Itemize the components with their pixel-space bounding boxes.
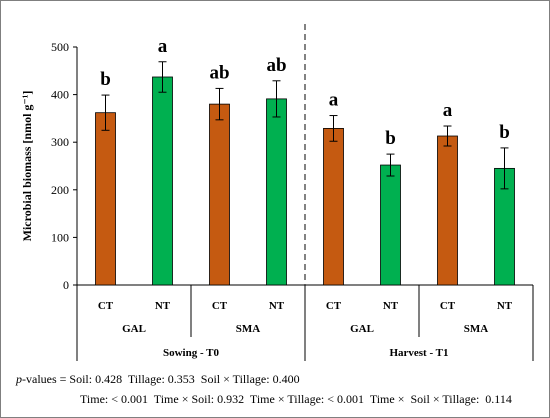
x-group-label-period: Sowing - T0 bbox=[163, 347, 220, 359]
significance-letter: b bbox=[100, 69, 111, 90]
x-group-label-site: GAL bbox=[122, 323, 146, 335]
bar bbox=[380, 164, 401, 286]
bar bbox=[95, 112, 116, 286]
y-tick-label: 0 bbox=[63, 278, 69, 292]
y-tick-label: 200 bbox=[51, 183, 69, 197]
y-tick-label: 100 bbox=[51, 230, 69, 244]
x-group-label-period: Harvest - T1 bbox=[389, 347, 448, 359]
p-values-line-2: Time: < 0.001 Time × Soil: 0.932 Time × … bbox=[16, 389, 512, 409]
y-tick-label: 500 bbox=[51, 40, 69, 54]
y-axis-title: Microbial biomass [nmol g⁻¹] bbox=[20, 91, 34, 242]
x-tick-label-tillage: CT bbox=[212, 300, 228, 312]
y-tick-label: 300 bbox=[51, 135, 69, 149]
significance-letter: a bbox=[443, 100, 453, 121]
x-group-label-site: GAL bbox=[350, 323, 374, 335]
significance-letter: a bbox=[158, 36, 168, 57]
x-tick-label-tillage: NT bbox=[383, 300, 399, 312]
x-group-label-site: SMA bbox=[464, 323, 489, 335]
p-values-p-label: p bbox=[16, 372, 22, 386]
bar bbox=[266, 98, 287, 286]
p-values-line-1: p-values = Soil: 0.428 Tillage: 0.353 So… bbox=[16, 369, 512, 389]
bar bbox=[209, 103, 230, 286]
bar bbox=[323, 127, 344, 286]
p-values-main-effects: Soil: 0.428 Tillage: 0.353 Soil × Tillag… bbox=[69, 372, 300, 386]
bar-chart: 0 100 200 300 400 500 Microbial biomass [nmol … bbox=[20, 24, 534, 361]
x-tick-label-tillage: CT bbox=[440, 300, 456, 312]
p-values-time-effects: Time: < 0.001 Time × Soil: 0.932 Time × … bbox=[80, 392, 512, 406]
x-tick-label-tillage: CT bbox=[326, 300, 342, 312]
x-tick-label-tillage: NT bbox=[269, 300, 285, 312]
significance-letter: ab bbox=[266, 55, 286, 76]
significance-letter: ab bbox=[209, 62, 229, 83]
x-tick-label-tillage: NT bbox=[497, 300, 513, 312]
significance-letter: b bbox=[385, 128, 396, 149]
y-tick-label: 400 bbox=[51, 88, 69, 102]
x-group-label-site: SMA bbox=[236, 323, 261, 335]
significance-letter: a bbox=[329, 90, 339, 111]
x-tick-label-tillage: NT bbox=[155, 300, 171, 312]
bar bbox=[437, 135, 458, 286]
p-values-label-suffix: -values = bbox=[22, 372, 67, 386]
bar bbox=[152, 76, 173, 286]
significance-letter: b bbox=[499, 122, 510, 143]
x-tick-label-tillage: CT bbox=[98, 300, 114, 312]
p-values-block: p-values = Soil: 0.428 Tillage: 0.353 So… bbox=[16, 369, 512, 409]
